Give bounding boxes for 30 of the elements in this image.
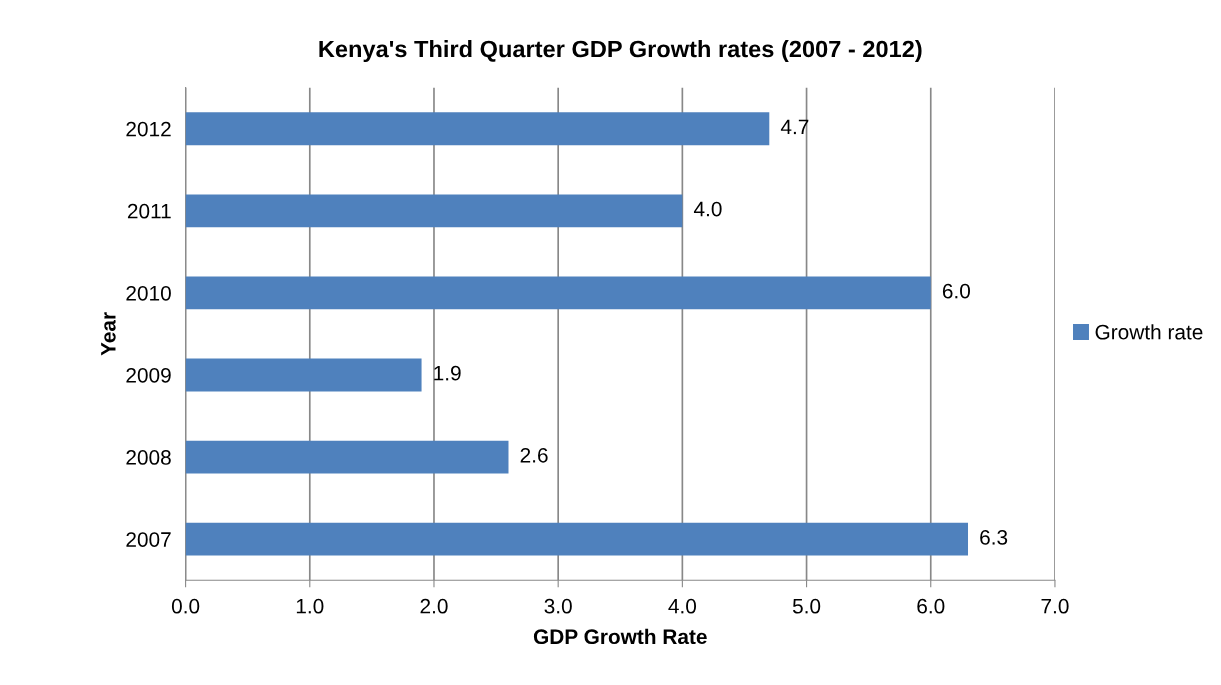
x-tick-label: 1.0 (296, 598, 324, 614)
legend-label: Growth rate (1095, 324, 1203, 340)
x-tick-label: 5.0 (792, 598, 821, 614)
data-label: 1.9 (434, 365, 461, 381)
bar (185, 276, 931, 310)
y-tick-label: 2007 (126, 532, 171, 547)
y-tick-label: 2008 (126, 450, 171, 465)
data-label: 6.3 (980, 529, 1008, 545)
y-tick-label: 2011 (127, 203, 171, 219)
x-tick-label: 6.0 (917, 598, 945, 614)
x-tick-label: 4.0 (668, 598, 697, 614)
bar (185, 358, 422, 392)
x-tick-label: 7.0 (1041, 598, 1069, 614)
bar (185, 112, 770, 146)
chart-title: Kenya's Third Quarter GDP Growth rates (2007 - 2012) (319, 40, 922, 63)
y-tick-label: 2009 (126, 367, 171, 383)
bar (185, 440, 509, 474)
data-label: 2.6 (520, 447, 548, 463)
y-tick-label: 2012 (126, 121, 171, 137)
x-axis-title: GDP Growth Rate (533, 628, 707, 645)
x-tick-label: 3.0 (544, 598, 572, 614)
bar (185, 194, 683, 228)
y-tick-label: 2010 (126, 285, 171, 301)
data-label: 6.0 (942, 283, 971, 299)
x-tick-label: 2.0 (420, 598, 448, 614)
data-label: 4.7 (780, 119, 809, 135)
data-label: 4.0 (693, 201, 722, 217)
x-tick-label: 0.0 (171, 598, 200, 614)
bar (185, 522, 969, 556)
y-axis-title: Year (101, 312, 116, 356)
